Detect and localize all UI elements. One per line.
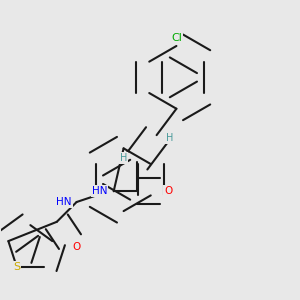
Text: HN: HN (56, 197, 72, 207)
Text: S: S (13, 262, 20, 272)
Text: HN: HN (92, 186, 107, 196)
Text: H: H (166, 134, 173, 143)
Text: O: O (164, 186, 172, 196)
Text: H: H (120, 153, 127, 163)
Text: Cl: Cl (171, 33, 182, 43)
Text: O: O (73, 242, 81, 252)
